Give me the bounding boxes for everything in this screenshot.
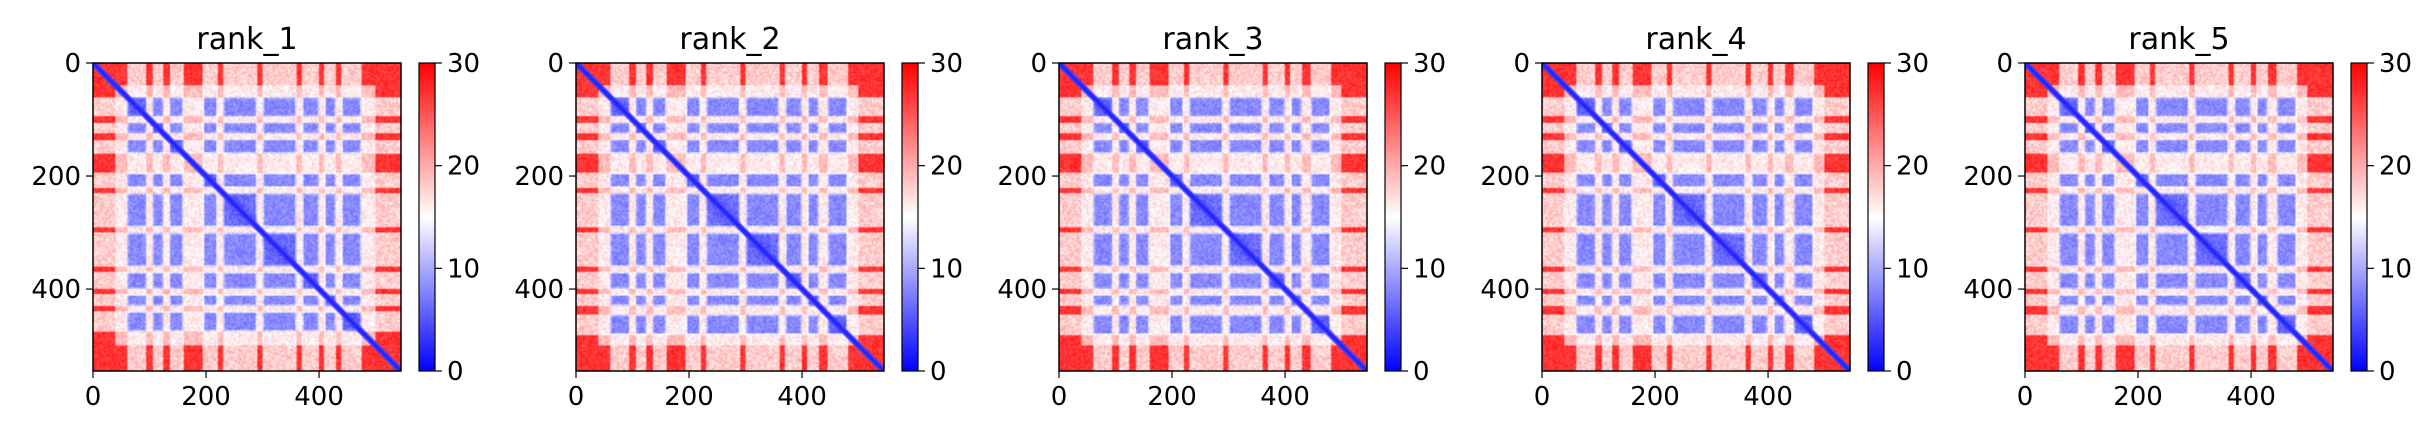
colorbar-tick-label: 30 xyxy=(1896,49,1929,79)
panel-title: rank_5 xyxy=(2128,22,2229,57)
heatmap-image xyxy=(2025,63,2333,371)
y-tick-label: 200 xyxy=(1963,162,2013,192)
x-tick-label: 400 xyxy=(294,382,344,412)
x-tick-label: 400 xyxy=(1260,382,1310,412)
y-tick-label: 200 xyxy=(1480,162,1530,192)
x-tick-label: 400 xyxy=(777,382,827,412)
heatmap-image xyxy=(93,63,401,371)
colorbar-tick-label: 30 xyxy=(2379,49,2412,79)
colorbar xyxy=(1867,62,1885,372)
colorbar-tick-label: 10 xyxy=(447,254,480,284)
x-tick-label: 0 xyxy=(2017,382,2034,412)
heatmap-panel-1: rank_1 0 200 400 0 200 400 0 10 20 30 xyxy=(31,22,480,412)
colorbar-tick-label: 30 xyxy=(1413,49,1446,79)
y-tick-label: 0 xyxy=(547,49,564,79)
colorbar-tick-label: 20 xyxy=(447,152,480,182)
colorbar-tick-label: 0 xyxy=(930,357,947,387)
y-tick-label: 400 xyxy=(1963,275,2013,305)
colorbar-tick-label: 0 xyxy=(2379,357,2396,387)
heatmap-panel-2: rank_2 0 200 400 0 200 400 0 10 20 30 xyxy=(514,22,963,412)
colorbar-tick-label: 30 xyxy=(930,49,963,79)
y-tick-label: 200 xyxy=(31,162,81,192)
colorbar-tick-label: 20 xyxy=(1896,152,1929,182)
colorbar-tick-label: 10 xyxy=(1896,254,1929,284)
y-tick-label: 400 xyxy=(31,275,81,305)
axes-frame xyxy=(1058,62,1368,372)
x-tick-label: 200 xyxy=(181,382,231,412)
x-tick-label: 200 xyxy=(1147,382,1197,412)
colorbar-tick-label: 20 xyxy=(1413,152,1446,182)
colorbar-tick-label: 0 xyxy=(1413,357,1430,387)
axes-frame xyxy=(2024,62,2334,372)
y-tick-label: 400 xyxy=(1480,275,1530,305)
colorbar xyxy=(2350,62,2368,372)
heatmap-image xyxy=(576,63,884,371)
colorbar-tick-label: 0 xyxy=(1896,357,1913,387)
heatmap-panel-4: rank_4 0 200 400 0 200 400 0 10 20 30 xyxy=(1480,22,1929,412)
y-tick-label: 0 xyxy=(1513,49,1530,79)
panel-title: rank_3 xyxy=(1162,22,1263,57)
y-tick-label: 400 xyxy=(997,275,1047,305)
y-tick-label: 0 xyxy=(1996,49,2013,79)
colorbar xyxy=(1384,62,1402,372)
y-tick-label: 200 xyxy=(514,162,564,192)
colorbar-tick-label: 20 xyxy=(2379,152,2412,182)
axes-frame xyxy=(92,62,402,372)
heatmap-image xyxy=(1059,63,1367,371)
heatmap-image xyxy=(1542,63,1850,371)
heatmap-panel-3: rank_3 0 200 400 0 200 400 0 10 20 30 xyxy=(997,22,1446,412)
y-tick-label: 200 xyxy=(997,162,1047,192)
colorbar xyxy=(901,62,919,372)
axes-frame xyxy=(575,62,885,372)
x-tick-label: 0 xyxy=(85,382,102,412)
heatmap-panel-5: rank_5 0 200 400 0 200 400 0 10 20 30 xyxy=(1963,22,2412,412)
x-tick-label: 200 xyxy=(664,382,714,412)
y-tick-label: 0 xyxy=(1030,49,1047,79)
axes-frame xyxy=(1541,62,1851,372)
colorbar-tick-label: 10 xyxy=(2379,254,2412,284)
colorbar-tick-label: 10 xyxy=(1413,254,1446,284)
panel-title: rank_2 xyxy=(679,22,780,57)
panel-title: rank_4 xyxy=(1645,22,1746,57)
colorbar xyxy=(418,62,436,372)
x-tick-label: 200 xyxy=(1630,382,1680,412)
y-tick-label: 0 xyxy=(64,49,81,79)
x-tick-label: 200 xyxy=(2113,382,2163,412)
x-tick-label: 0 xyxy=(1051,382,1068,412)
panel-title: rank_1 xyxy=(196,22,297,57)
y-tick-label: 400 xyxy=(514,275,564,305)
x-tick-label: 400 xyxy=(1743,382,1793,412)
colorbar-tick-label: 10 xyxy=(930,254,963,284)
colorbar-tick-label: 0 xyxy=(447,357,464,387)
colorbar-tick-label: 30 xyxy=(447,49,480,79)
x-tick-label: 0 xyxy=(1534,382,1551,412)
x-tick-label: 0 xyxy=(568,382,585,412)
colorbar-tick-label: 20 xyxy=(930,152,963,182)
x-tick-label: 400 xyxy=(2226,382,2276,412)
